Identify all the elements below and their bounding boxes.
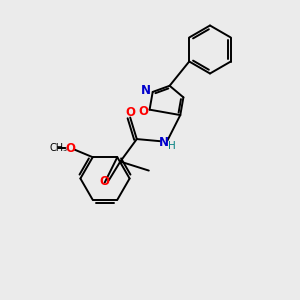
Text: N: N: [141, 84, 151, 97]
Text: O: O: [100, 175, 110, 188]
Text: O: O: [65, 142, 75, 155]
Text: O: O: [139, 105, 148, 118]
Text: N: N: [159, 136, 169, 148]
Text: O: O: [125, 106, 135, 118]
Text: H: H: [168, 141, 176, 151]
Text: CH₃: CH₃: [49, 143, 67, 153]
